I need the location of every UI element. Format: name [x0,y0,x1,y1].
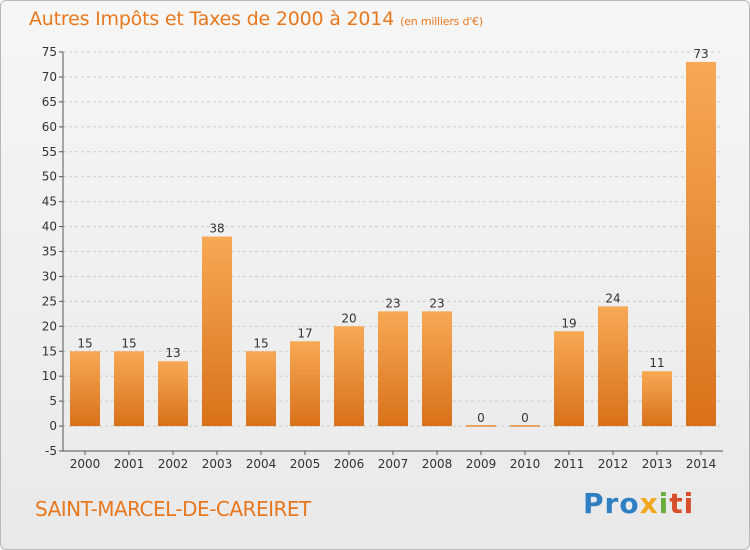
value-label-2000: 15 [77,336,92,350]
value-label-2012: 24 [605,291,620,305]
y-tick-label: 40 [42,220,57,234]
x-tick-label-2010: 2010 [510,457,541,471]
x-tick-label-2002: 2002 [158,457,189,471]
bar-2012 [598,306,628,427]
y-tick-label: 55 [42,145,57,159]
x-tick-label-2012: 2012 [598,457,629,471]
x-tick-label-2009: 2009 [466,457,497,471]
commune-name: SAINT-MARCEL-DE-CAREIRET [35,497,311,521]
value-label-2001: 15 [121,336,136,350]
bar-2000 [70,351,100,427]
value-label-2013: 11 [649,356,664,370]
value-label-2008: 23 [429,296,444,310]
value-label-2011: 19 [561,316,576,330]
y-tick-label: 15 [42,344,57,358]
bars [70,61,716,427]
y-tick-label: -5 [45,444,57,458]
y-tick-label: 10 [42,369,57,383]
y-tick-label: 75 [42,45,57,59]
x-tick-label-2007: 2007 [378,457,409,471]
y-tick-label: 60 [42,120,57,134]
value-label-2004: 15 [253,336,268,350]
y-tick-label: 25 [42,294,57,308]
x-tick-label-2000: 2000 [70,457,101,471]
chart-title: Autres Impôts et Taxes de 2000 à 2014 (en… [29,8,483,30]
bar-2005 [290,341,320,427]
x-tick-label-2003: 2003 [202,457,233,471]
x-tick-label-2005: 2005 [290,457,321,471]
proxiti-logo: Proxiti [583,487,695,520]
bar-2008 [422,311,452,427]
y-tick-label: 45 [42,195,57,209]
x-tick-label-2014: 2014 [686,457,717,471]
bar-2004 [246,351,276,427]
bar-2001 [114,351,144,427]
value-label-2007: 23 [385,296,400,310]
bar-2011 [554,331,584,427]
x-tick-label-2001: 2001 [114,457,145,471]
bar-2002 [158,361,188,427]
chart-unit: (en milliers d'€) [400,15,483,28]
y-tick-label: 65 [42,95,57,109]
bar-2007 [378,311,408,427]
y-tick-label: 35 [42,245,57,259]
value-label-2002: 13 [165,346,180,360]
value-label-2014: 73 [693,47,708,61]
y-tick-label: 5 [49,394,57,408]
bar-2009 [466,425,496,427]
bar-2003 [202,236,232,427]
y-tick-label: 70 [42,70,57,84]
value-label-2005: 17 [297,326,312,340]
bar-2006 [334,326,364,427]
value-label-2010: 0 [521,411,529,425]
value-label-2009: 0 [477,411,485,425]
y-tick-label: 30 [42,269,57,283]
x-tick-label-2013: 2013 [642,457,673,471]
labels: 15 15 13 38 15 17 20 23 23 0 0 19 24 11 73 [77,47,708,425]
y-tick-label: 50 [42,170,57,184]
x-tick-label-2006: 2006 [334,457,365,471]
value-label-2006: 20 [341,311,356,325]
x-tick-label-2008: 2008 [422,457,453,471]
x-tick-label-2011: 2011 [554,457,585,471]
y-tick-label: 20 [42,319,57,333]
y-tick-label: 0 [49,419,57,433]
value-label-2003: 38 [209,222,224,236]
bar-2010 [510,425,540,427]
bar-2013 [642,371,672,427]
bar-2014 [686,61,716,427]
x-tick-label-2004: 2004 [246,457,277,471]
